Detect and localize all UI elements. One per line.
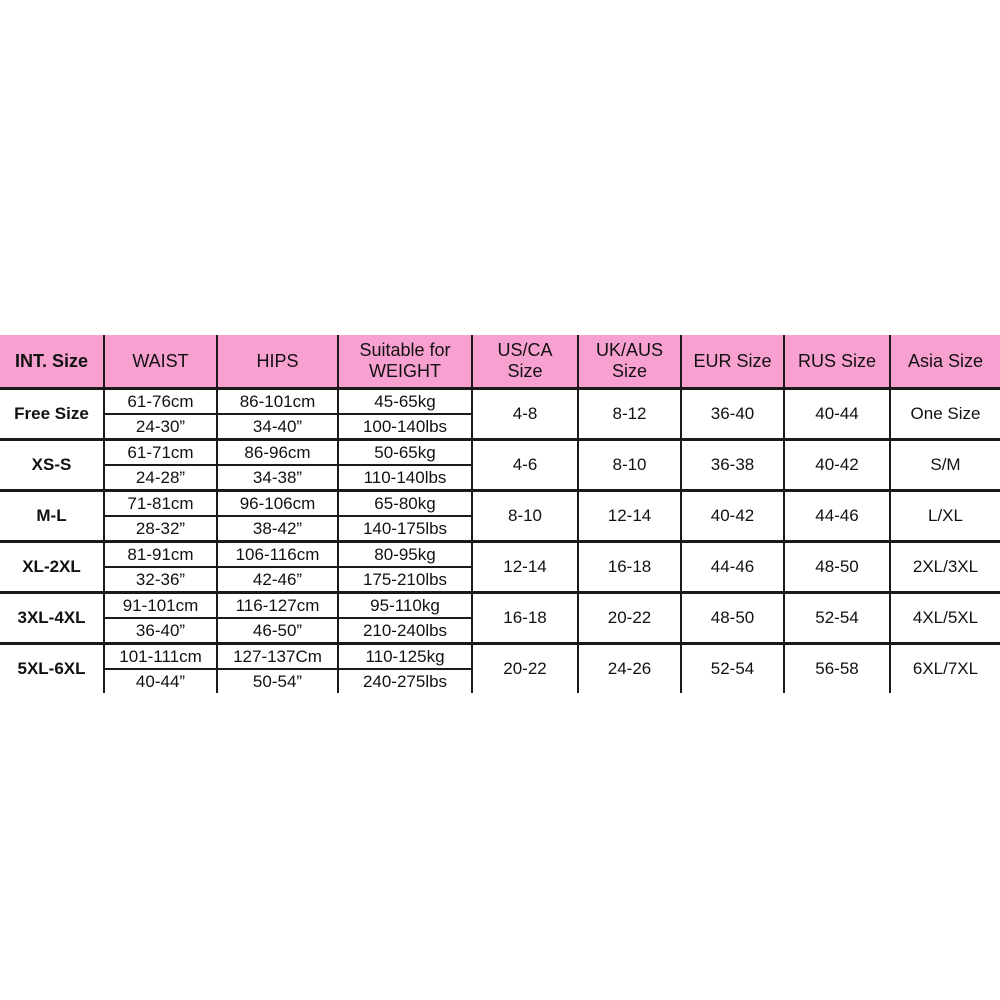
cell-rus: 56-58 <box>783 642 890 693</box>
cell-waist-in: 28-32” <box>103 516 217 542</box>
cell-weight-kg: 45-65kg <box>337 387 472 415</box>
table-row: Free Size 61-76cm 86-101cm 45-65kg 4-8 8… <box>0 387 1000 440</box>
cell-int-size: XS-S <box>0 438 104 491</box>
header-row: INT. Size WAIST HIPS Suitable for WEIGHT… <box>0 335 1000 390</box>
cell-uk-aus: 12-14 <box>577 489 681 542</box>
cell-weight-lbs: 210-240lbs <box>337 618 472 644</box>
cell-hips-cm: 86-96cm <box>216 438 338 466</box>
cell-asia: 2XL/3XL <box>889 540 1000 593</box>
cell-asia: One Size <box>889 387 1000 440</box>
cell-us-ca: 8-10 <box>471 489 578 542</box>
cell-uk-aus: 20-22 <box>577 591 681 644</box>
cell-asia: L/XL <box>889 489 1000 542</box>
cell-us-ca: 16-18 <box>471 591 578 644</box>
cell-asia: 4XL/5XL <box>889 591 1000 644</box>
cell-hips-cm: 106-116cm <box>216 540 338 568</box>
size-chart-table: INT. Size WAIST HIPS Suitable for WEIGHT… <box>0 335 1000 693</box>
cell-us-ca: 4-6 <box>471 438 578 491</box>
cell-int-size: XL-2XL <box>0 540 104 593</box>
cell-us-ca: 4-8 <box>471 387 578 440</box>
cell-us-ca: 20-22 <box>471 642 578 693</box>
header-us-ca: US/CA Size <box>471 335 578 390</box>
cell-hips-cm: 127-137Cm <box>216 642 338 670</box>
cell-asia: S/M <box>889 438 1000 491</box>
cell-weight-lbs: 100-140lbs <box>337 414 472 440</box>
cell-hips-in: 38-42” <box>216 516 338 542</box>
table-row: XS-S 61-71cm 86-96cm 50-65kg 4-6 8-10 36… <box>0 438 1000 491</box>
table-subrow: 24-28” 34-38” 110-140lbs <box>0 465 1000 491</box>
table-row: 5XL-6XL 101-111cm 127-137Cm 110-125kg 20… <box>0 642 1000 693</box>
cell-rus: 40-44 <box>783 387 890 440</box>
cell-waist-in: 36-40” <box>103 618 217 644</box>
cell-weight-kg: 50-65kg <box>337 438 472 466</box>
cell-weight-lbs: 175-210lbs <box>337 567 472 593</box>
header-hips: HIPS <box>216 335 338 390</box>
cell-asia: 6XL/7XL <box>889 642 1000 693</box>
cell-weight-kg: 95-110kg <box>337 591 472 619</box>
cell-weight-kg: 65-80kg <box>337 489 472 517</box>
cell-weight-lbs: 110-140lbs <box>337 465 472 491</box>
cell-int-size: 3XL-4XL <box>0 591 104 644</box>
cell-waist-cm: 81-91cm <box>103 540 217 568</box>
cell-hips-cm: 116-127cm <box>216 591 338 619</box>
header-uk-aus: UK/AUS Size <box>577 335 681 390</box>
cell-int-size: M-L <box>0 489 104 542</box>
cell-weight-kg: 110-125kg <box>337 642 472 670</box>
table-row: M-L 71-81cm 96-106cm 65-80kg 8-10 12-14 … <box>0 489 1000 542</box>
cell-rus: 44-46 <box>783 489 890 542</box>
cell-waist-in: 24-30” <box>103 414 217 440</box>
cell-hips-cm: 96-106cm <box>216 489 338 517</box>
header-asia: Asia Size <box>889 335 1000 390</box>
cell-eur: 44-46 <box>680 540 784 593</box>
table-subrow: 36-40” 46-50” 210-240lbs <box>0 618 1000 644</box>
table-subrow: 24-30” 34-40” 100-140lbs <box>0 414 1000 440</box>
cell-weight-lbs: 240-275lbs <box>337 669 472 693</box>
cell-hips-in: 34-40” <box>216 414 338 440</box>
cell-waist-cm: 61-71cm <box>103 438 217 466</box>
table-subrow: 28-32” 38-42” 140-175lbs <box>0 516 1000 542</box>
cell-rus: 52-54 <box>783 591 890 644</box>
cell-waist-in: 40-44” <box>103 669 217 693</box>
table-subrow: 40-44” 50-54” 240-275lbs <box>0 669 1000 693</box>
cell-eur: 36-40 <box>680 387 784 440</box>
cell-eur: 36-38 <box>680 438 784 491</box>
cell-eur: 52-54 <box>680 642 784 693</box>
cell-us-ca: 12-14 <box>471 540 578 593</box>
size-chart: INT. Size WAIST HIPS Suitable for WEIGHT… <box>0 335 1000 693</box>
cell-rus: 48-50 <box>783 540 890 593</box>
cell-eur: 40-42 <box>680 489 784 542</box>
cell-int-size: Free Size <box>0 387 104 440</box>
cell-hips-in: 50-54” <box>216 669 338 693</box>
table-row: 3XL-4XL 91-101cm 116-127cm 95-110kg 16-1… <box>0 591 1000 644</box>
cell-waist-in: 32-36” <box>103 567 217 593</box>
cell-uk-aus: 24-26 <box>577 642 681 693</box>
cell-waist-cm: 91-101cm <box>103 591 217 619</box>
cell-weight-lbs: 140-175lbs <box>337 516 472 542</box>
cell-hips-cm: 86-101cm <box>216 387 338 415</box>
header-waist: WAIST <box>103 335 217 390</box>
cell-hips-in: 42-46” <box>216 567 338 593</box>
table-subrow: 32-36” 42-46” 175-210lbs <box>0 567 1000 593</box>
header-weight: Suitable for WEIGHT <box>337 335 472 390</box>
cell-waist-cm: 61-76cm <box>103 387 217 415</box>
cell-hips-in: 46-50” <box>216 618 338 644</box>
cell-waist-cm: 71-81cm <box>103 489 217 517</box>
table-row: XL-2XL 81-91cm 106-116cm 80-95kg 12-14 1… <box>0 540 1000 593</box>
cell-uk-aus: 16-18 <box>577 540 681 593</box>
cell-waist-in: 24-28” <box>103 465 217 491</box>
header-eur: EUR Size <box>680 335 784 390</box>
header-rus: RUS Size <box>783 335 890 390</box>
cell-rus: 40-42 <box>783 438 890 491</box>
header-int-size: INT. Size <box>0 335 104 390</box>
cell-uk-aus: 8-12 <box>577 387 681 440</box>
cell-hips-in: 34-38” <box>216 465 338 491</box>
cell-waist-cm: 101-111cm <box>103 642 217 670</box>
cell-weight-kg: 80-95kg <box>337 540 472 568</box>
cell-int-size: 5XL-6XL <box>0 642 104 693</box>
cell-eur: 48-50 <box>680 591 784 644</box>
cell-uk-aus: 8-10 <box>577 438 681 491</box>
